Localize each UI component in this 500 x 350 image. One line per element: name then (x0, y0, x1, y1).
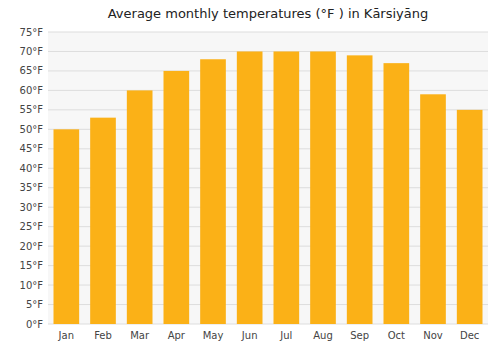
y-tick-label: 65°F (20, 65, 44, 76)
chart-svg: Average monthly temperatures (°F ) in Kā… (0, 0, 500, 350)
chart-container: Average monthly temperatures (°F ) in Kā… (0, 0, 500, 350)
y-tick-label: 55°F (20, 104, 44, 115)
bars (54, 51, 483, 324)
y-tick-label: 30°F (20, 202, 44, 213)
x-tick-label: Sep (350, 330, 369, 341)
y-tick-label: 70°F (20, 46, 44, 57)
chart-title: Average monthly temperatures (°F ) in Kā… (108, 6, 429, 21)
y-tick-label: 60°F (20, 85, 44, 96)
bar (200, 59, 226, 324)
bar (347, 55, 373, 324)
x-tick-label: Aug (313, 330, 333, 341)
y-tick-label: 20°F (20, 241, 44, 252)
y-tick-label: 5°F (26, 299, 43, 310)
y-grid (48, 32, 488, 324)
bar (90, 118, 116, 324)
bar (457, 110, 483, 324)
x-tick-label: May (203, 330, 224, 341)
grid-line (48, 90, 488, 91)
grid-line (48, 70, 488, 71)
y-tick-label: 25°F (20, 221, 44, 232)
bar (420, 94, 446, 324)
bar (237, 51, 263, 324)
y-tick-label: 45°F (20, 143, 44, 154)
bar (310, 51, 336, 324)
y-tick-label: 75°F (20, 27, 44, 38)
y-tick-label: 40°F (20, 163, 44, 174)
x-tick-label: Jan (58, 330, 74, 341)
x-tick-label: Dec (460, 330, 479, 341)
x-tick-label: Jun (241, 330, 258, 341)
bar (54, 129, 80, 324)
x-tick-label: Mar (130, 330, 150, 341)
y-tick-label: 0°F (26, 319, 43, 330)
x-axis-labels: Jan Feb Mar Apr May Jun Jul Aug Sep Oct Nov Dec (58, 330, 480, 341)
bar (384, 63, 410, 324)
bar (274, 51, 300, 324)
x-tick-label: Oct (388, 330, 405, 341)
x-tick-label: Jul (279, 330, 292, 341)
y-tick-label: 10°F (20, 280, 44, 291)
bar (127, 90, 153, 324)
y-axis-labels: 0°F 5°F 10°F 15°F 20°F 25°F 30°F 35°F 40°F 45°F 50… (20, 27, 44, 330)
grid-line (48, 32, 488, 33)
x-tick-label: Feb (94, 330, 112, 341)
x-tick-label: Apr (168, 330, 186, 341)
bar (164, 71, 190, 324)
y-tick-label: 50°F (20, 124, 44, 135)
x-tick-label: Nov (423, 330, 443, 341)
plot-background (48, 32, 488, 324)
y-tick-label: 35°F (20, 182, 44, 193)
grid-line (48, 51, 488, 52)
y-tick-label: 15°F (20, 260, 44, 271)
